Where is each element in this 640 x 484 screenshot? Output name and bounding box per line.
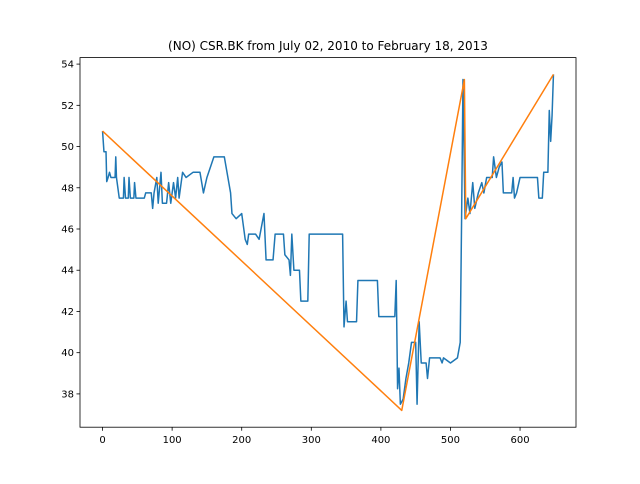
y-tick-label: 50 — [61, 142, 74, 153]
y-tick-label: 42 — [61, 307, 74, 318]
y-tick-label: 40 — [61, 348, 74, 359]
series-line — [102, 74, 555, 412]
x-tick-label: 100 — [163, 435, 182, 446]
x-tick-label: 400 — [371, 435, 390, 446]
y-tick-label: 52 — [61, 101, 74, 112]
y-tick-label: 44 — [61, 266, 74, 277]
x-tick-label: 200 — [232, 435, 251, 446]
y-tick-label: 38 — [61, 389, 74, 400]
y-tick-label: 54 — [61, 60, 74, 71]
series-line — [101, 74, 555, 405]
y-tick-label: 46 — [61, 225, 74, 236]
y-tick-label: 48 — [61, 183, 74, 194]
x-tick-label: 600 — [511, 435, 530, 446]
x-tick-label: 300 — [302, 435, 321, 446]
x-tick-label: 0 — [99, 435, 105, 446]
chart-title: (NO) CSR.BK from July 02, 2010 to Februa… — [168, 39, 488, 53]
x-tick-label: 500 — [441, 435, 460, 446]
plot-frame — [79, 57, 577, 428]
